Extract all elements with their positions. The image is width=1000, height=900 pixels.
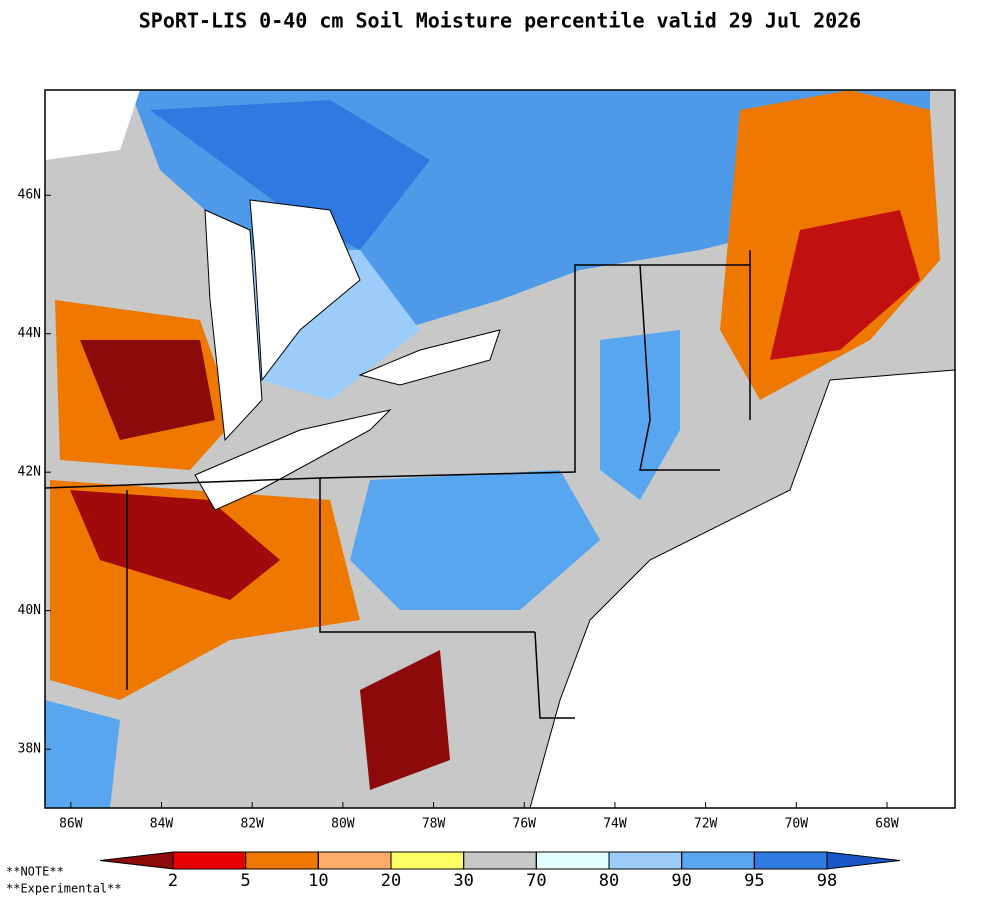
- colorbar-segment: [245, 851, 319, 870]
- x-tick-label: 82W: [240, 817, 264, 832]
- colorbar-label: 10: [308, 871, 328, 891]
- x-tick-label: 74W: [603, 817, 627, 832]
- x-tick-label: 86W: [59, 817, 83, 832]
- michigan-very-dry: [80, 340, 215, 440]
- x-tick-label: 76W: [513, 817, 537, 832]
- map: [44, 89, 956, 809]
- colorbar-segment: [753, 851, 828, 870]
- maine-very-dry: [770, 210, 920, 360]
- colorbar-segment: [317, 851, 392, 870]
- colorbar-label: 95: [744, 871, 764, 891]
- lake-huron: [249, 199, 361, 382]
- y-tick-label: 40N: [18, 603, 41, 618]
- colorbar-label: 30: [453, 871, 473, 891]
- canada-wet-core: [150, 100, 430, 250]
- y-tick-label: 44N: [18, 326, 41, 341]
- colorbar-segment: [390, 851, 465, 870]
- colorbar-label: 70: [526, 871, 546, 891]
- y-tick-label: 42N: [18, 465, 41, 480]
- colorbar-label: 98: [817, 871, 837, 891]
- map-frame: [44, 89, 956, 809]
- state-borders: [45, 250, 751, 719]
- kentucky-moist: [45, 700, 120, 808]
- colorbar-high-arrow: [826, 851, 901, 870]
- title: SPoRT-LIS 0-40 cm Soil Moisture percenti…: [139, 9, 861, 33]
- x-tick-label: 80W: [331, 817, 355, 832]
- newyork-moist: [600, 330, 680, 500]
- note: **Experimental**: [6, 882, 122, 896]
- pennsylvania-moist: [350, 470, 600, 610]
- lake-erie: [194, 409, 392, 511]
- ohio-very-dry: [70, 490, 280, 600]
- x-tick-label: 70W: [785, 817, 809, 832]
- note: **NOTE**: [6, 865, 64, 879]
- colorbar-segment: [681, 851, 755, 870]
- lake-michigan: [204, 209, 263, 442]
- colorbar-segment: [535, 851, 610, 870]
- colorbar-label: 2: [168, 871, 178, 891]
- y-tick-label: 46N: [18, 188, 41, 203]
- virginia-dry: [360, 650, 450, 790]
- lake-ontario: [358, 329, 501, 386]
- colorbar-label: 80: [599, 871, 619, 891]
- lake-superior: [45, 90, 140, 160]
- colorbar-segment: [172, 851, 247, 870]
- x-tick-label: 78W: [422, 817, 446, 832]
- atlantic-ocean: [529, 369, 955, 808]
- x-tick-label: 68W: [875, 817, 899, 832]
- colorbar-label: 5: [241, 871, 251, 891]
- colorbar-low-arrow: [99, 851, 174, 870]
- colorbar-label: 20: [381, 871, 401, 891]
- colorbar-segment: [463, 851, 537, 870]
- x-tick-label: 72W: [694, 817, 718, 832]
- colorbar-label: 90: [671, 871, 691, 891]
- x-tick-label: 84W: [150, 817, 174, 832]
- y-tick-label: 38N: [18, 742, 41, 757]
- colorbar-segment: [608, 851, 683, 870]
